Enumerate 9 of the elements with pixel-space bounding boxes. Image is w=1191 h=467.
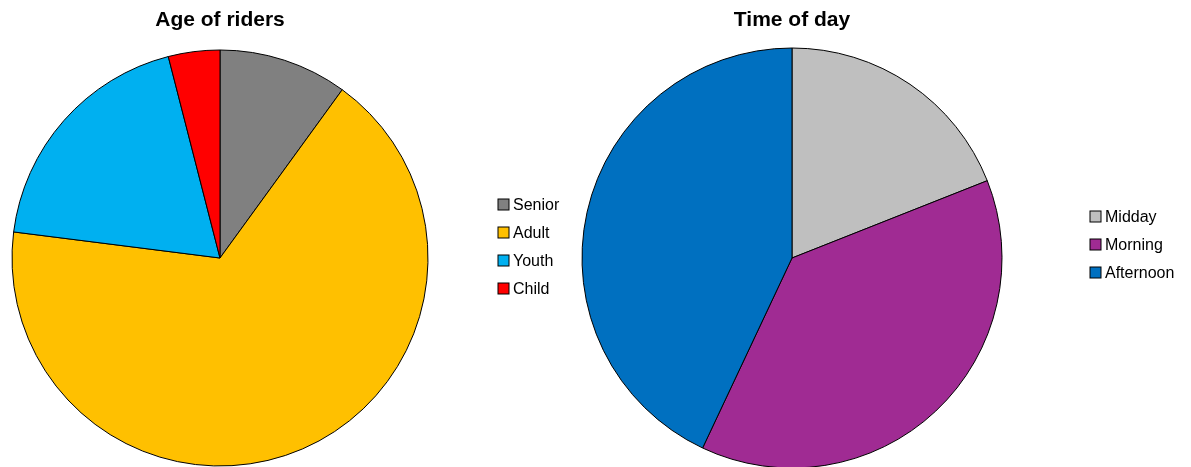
legend-label: Afternoon: [1105, 264, 1175, 281]
legend-label: Adult: [513, 224, 551, 241]
legend-label: Midday: [1105, 208, 1157, 225]
legend-label: Senior: [513, 196, 560, 213]
legend-label: Morning: [1105, 236, 1163, 253]
chart-title: Age of riders: [155, 7, 285, 30]
legend-label: Child: [513, 280, 550, 297]
legend-label: Youth: [513, 252, 554, 269]
chart-title: Time of day: [733, 7, 851, 30]
